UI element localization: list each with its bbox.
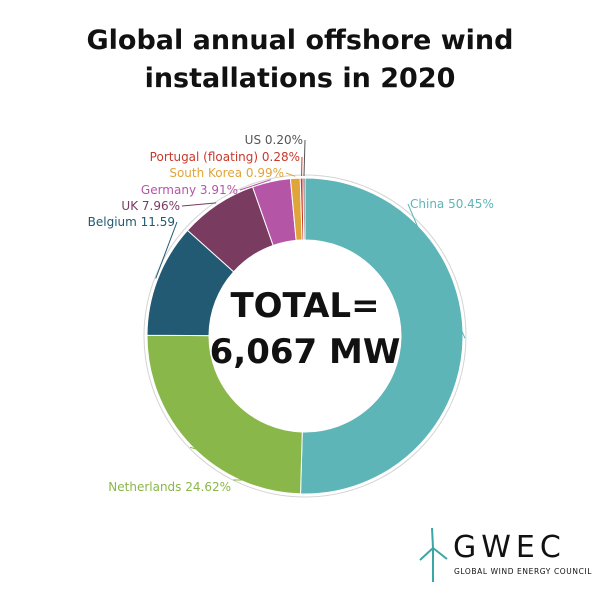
leader-line-south-korea	[285, 172, 296, 177]
center-total-line-2: 6,067 MW	[209, 332, 401, 372]
leader-line-us	[303, 139, 306, 177]
leader-line-uk	[181, 202, 217, 207]
slice-label-south-korea: South Korea 0.99%	[169, 166, 284, 180]
slice-label-belgium: Belgium 11.59	[88, 215, 175, 229]
leader-line-netherlands	[189, 446, 301, 481]
slice-label-netherlands: Netherlands 24.62%	[108, 480, 231, 494]
slice-netherlands	[146, 334, 303, 495]
chart-title-line-1: Global annual offshore wind	[86, 25, 514, 56]
leader-line-belgium	[155, 221, 178, 279]
leader-lines	[155, 139, 466, 481]
slice-label-us: US 0.20%	[245, 133, 303, 147]
leader-line-germany	[239, 179, 271, 191]
outer-ring	[143, 174, 467, 498]
slices	[143, 174, 467, 498]
slice-us	[302, 177, 306, 241]
chart-title: Global annual offshore wind installation…	[0, 22, 600, 98]
gwec-logo: GWEC GLOBAL WIND ENERGY COUNCIL	[417, 526, 591, 586]
center-total-line-1: TOTAL=	[230, 286, 380, 326]
center-total: TOTAL= 6,067 MW	[200, 283, 410, 375]
slice-label-uk: UK 7.96%	[121, 199, 180, 213]
slice-label-germany: Germany 3.91%	[141, 183, 238, 197]
chart-title-line-2: installations in 2020	[144, 63, 456, 94]
leader-line-china	[407, 203, 466, 339]
slice-label-portugal-floating: Portugal (floating) 0.28%	[150, 150, 300, 164]
logo-subtitle: GLOBAL WIND ENERGY COUNCIL	[454, 567, 593, 576]
logo-name: GWEC	[453, 530, 566, 565]
slice-labels: China 50.45% Netherlands 24.62% Belgium 11…	[88, 133, 494, 494]
wind-turbine-icon	[419, 527, 448, 582]
slice-label-china: China 50.45%	[410, 197, 494, 211]
slice-china	[300, 177, 464, 495]
